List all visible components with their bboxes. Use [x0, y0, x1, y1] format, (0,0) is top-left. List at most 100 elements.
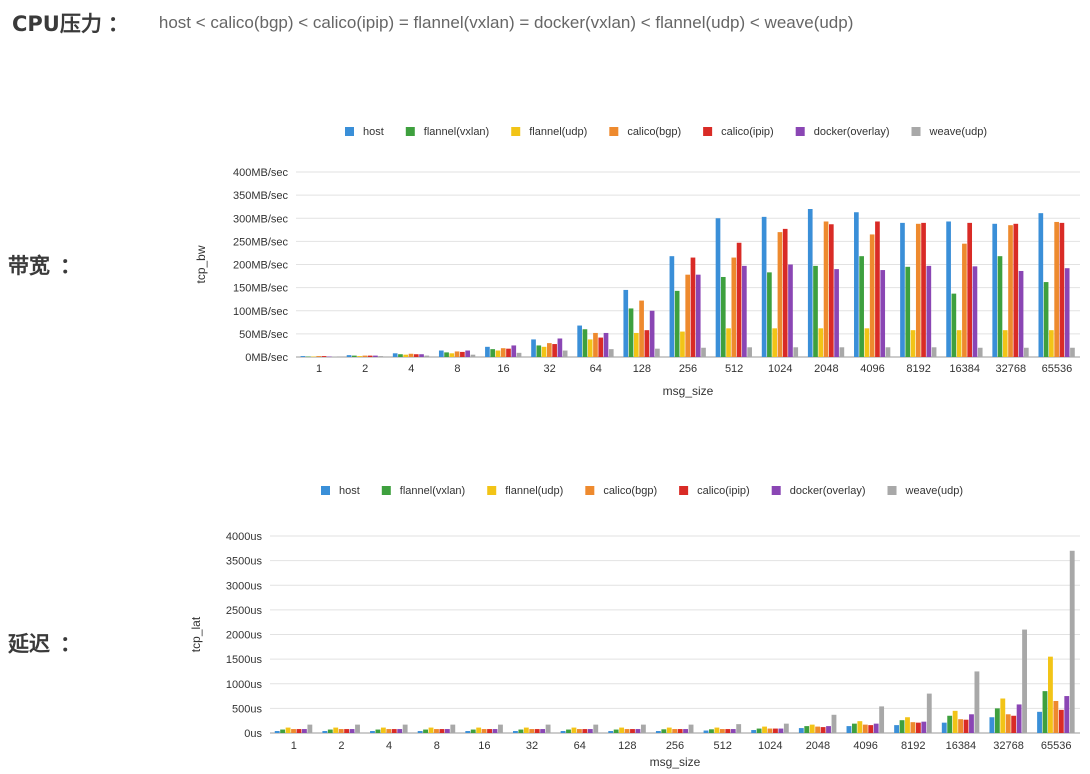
latency-bar-weave-udp-8192: [926, 693, 932, 733]
latency-legend-label-calico-bgp: calico(bgp): [603, 485, 657, 497]
latency-bar-flannel-udp-8192: [905, 717, 910, 733]
bandwidth-bar-docker-overlay-16: [511, 345, 517, 357]
latency-bar-flannel-vxlan-128: [613, 729, 619, 733]
latency-bar-flannel-vxlan-32: [518, 729, 524, 733]
bandwidth-x-tick-label: 1: [316, 363, 322, 375]
latency-bar-calico-bgp-512: [719, 729, 725, 733]
bandwidth-bar-host-32768: [992, 223, 998, 357]
latency-x-tick-label: 64: [574, 740, 586, 752]
latency-bar-flannel-vxlan-2: [327, 729, 333, 733]
bandwidth-bar-weave-udp-128: [655, 348, 660, 357]
bandwidth-y-tick-label: 150MB/sec: [233, 283, 289, 295]
bandwidth-legend-label-weave-udp: weave(udp): [929, 126, 987, 138]
bandwidth-x-tick-label: 256: [679, 363, 697, 375]
latency-x-tick-label: 2: [338, 740, 344, 752]
latency-bar-weave-udp-16: [498, 724, 503, 733]
bandwidth-bar-calico-bgp-1: [316, 356, 322, 357]
bandwidth-bar-docker-overlay-8: [465, 350, 470, 357]
bandwidth-y-tick-label: 200MB/sec: [233, 260, 289, 272]
bandwidth-x-tick-label: 1024: [768, 363, 792, 375]
latency-bar-host-2048: [798, 728, 804, 733]
bandwidth-x-tick-label: 4: [408, 363, 414, 375]
bandwidth-y-tick-label: 400MB/sec: [233, 167, 289, 179]
bandwidth-bar-calico-bgp-256: [685, 274, 691, 357]
bandwidth-bar-flannel-vxlan-64: [582, 329, 588, 357]
bandwidth-bar-host-8: [438, 350, 444, 357]
bandwidth-bar-docker-overlay-1: [326, 356, 332, 358]
latency-bar-flannel-vxlan-32768: [994, 708, 1000, 733]
bandwidth-bar-calico-bgp-2: [362, 355, 368, 357]
latency-bar-flannel-udp-32768: [1000, 698, 1006, 733]
latency-x-tick-label: 2048: [806, 740, 830, 752]
latency-bar-docker-overlay-65536: [1064, 696, 1070, 733]
bandwidth-bar-weave-udp-32: [562, 350, 568, 357]
latency-bar-calico-ipip-32768: [1011, 715, 1017, 733]
bandwidth-legend-label-flannel-vxlan: flannel(vxlan): [424, 126, 489, 138]
latency-bar-flannel-vxlan-4: [375, 729, 381, 733]
latency-x-tick-label: 8: [434, 740, 440, 752]
bandwidth-bar-weave-udp-4: [424, 355, 430, 357]
latency-separator: ：: [60, 632, 81, 656]
latency-bar-weave-udp-512: [736, 724, 742, 733]
bandwidth-bar-flannel-vxlan-1: [305, 356, 311, 358]
latency-bar-docker-overlay-8192: [921, 721, 927, 733]
bandwidth-bar-calico-bgp-16384: [962, 243, 967, 357]
bandwidth-bar-weave-udp-16384: [977, 347, 983, 357]
bandwidth-bar-flannel-vxlan-256: [674, 290, 680, 357]
latency-legend-swatch-host: [321, 486, 330, 495]
latency-legend-label-docker-overlay: docker(overlay): [790, 485, 866, 497]
bandwidth-bar-host-1024: [761, 216, 767, 357]
latency-bar-host-8: [417, 731, 423, 733]
latency-bar-weave-udp-32: [545, 724, 551, 733]
latency-legend-label-host: host: [339, 485, 360, 497]
bandwidth-bar-flannel-vxlan-2: [352, 355, 357, 357]
bandwidth-bar-calico-ipip-128: [644, 330, 650, 357]
bandwidth-bar-flannel-vxlan-16: [490, 349, 496, 357]
bandwidth-bar-flannel-udp-16384: [956, 330, 962, 357]
bandwidth-bar-calico-ipip-16: [506, 348, 511, 357]
latency-bar-flannel-udp-64: [571, 727, 577, 733]
latency-legend-label-flannel-vxlan: flannel(vxlan): [400, 485, 465, 497]
latency-bar-weave-udp-1: [307, 724, 313, 733]
bandwidth-bar-calico-bgp-32: [547, 343, 552, 357]
bandwidth-bar-docker-overlay-512: [742, 265, 747, 357]
bandwidth-bar-flannel-udp-2048: [818, 328, 824, 357]
bandwidth-legend-label-docker-overlay: docker(overlay): [814, 126, 890, 138]
latency-bar-host-16: [465, 731, 471, 733]
bandwidth-bar-flannel-vxlan-4: [398, 354, 403, 357]
bandwidth-bar-host-8192: [900, 222, 905, 357]
bandwidth-x-tick-label: 8192: [906, 363, 930, 375]
bandwidth-bar-calico-bgp-64: [593, 332, 598, 357]
bandwidth-bar-docker-overlay-65536: [1064, 268, 1070, 357]
bandwidth-bar-calico-bgp-128: [639, 300, 644, 357]
bandwidth-bar-flannel-udp-512: [726, 328, 731, 357]
latency-bar-weave-udp-64: [593, 724, 599, 733]
bandwidth-legend-label-host: host: [363, 126, 384, 138]
bandwidth-x-tick-label: 512: [725, 363, 743, 375]
bandwidth-bar-flannel-udp-1024: [772, 328, 777, 357]
latency-bar-weave-udp-4: [402, 724, 408, 733]
latency-x-tick-label: 8192: [901, 740, 925, 752]
latency-bar-flannel-vxlan-512: [709, 729, 714, 733]
bandwidth-bar-host-4: [392, 353, 398, 357]
latency-bar-weave-udp-2: [355, 724, 360, 733]
latency-bar-flannel-vxlan-16: [470, 729, 476, 733]
latency-bar-weave-udp-2048: [831, 714, 837, 733]
latency-legend-swatch-docker-overlay: [771, 486, 781, 495]
bandwidth-y-tick-label: 50MB/sec: [239, 329, 288, 341]
bandwidth-y-tick-label: 100MB/sec: [233, 306, 289, 318]
bandwidth-bar-calico-bgp-65536: [1054, 221, 1059, 357]
bandwidth-bar-calico-ipip-256: [690, 257, 696, 357]
bandwidth-bar-weave-udp-512: [747, 347, 752, 357]
bandwidth-bar-docker-overlay-2: [373, 355, 378, 357]
bandwidth-section-label: 带宽 ：: [8, 250, 81, 280]
bandwidth-bar-host-16384: [946, 221, 951, 357]
bandwidth-bar-weave-udp-1: [332, 356, 337, 358]
bandwidth-bar-host-64: [577, 325, 582, 357]
bandwidth-legend-label-flannel-udp: flannel(udp): [529, 126, 587, 138]
latency-bar-docker-overlay-4: [397, 729, 403, 733]
bandwidth-bar-flannel-udp-64: [587, 339, 593, 357]
bandwidth-y-tick-label: 300MB/sec: [233, 213, 289, 225]
latency-label: 延迟: [8, 632, 50, 656]
bandwidth-bar-weave-udp-8: [470, 354, 476, 357]
